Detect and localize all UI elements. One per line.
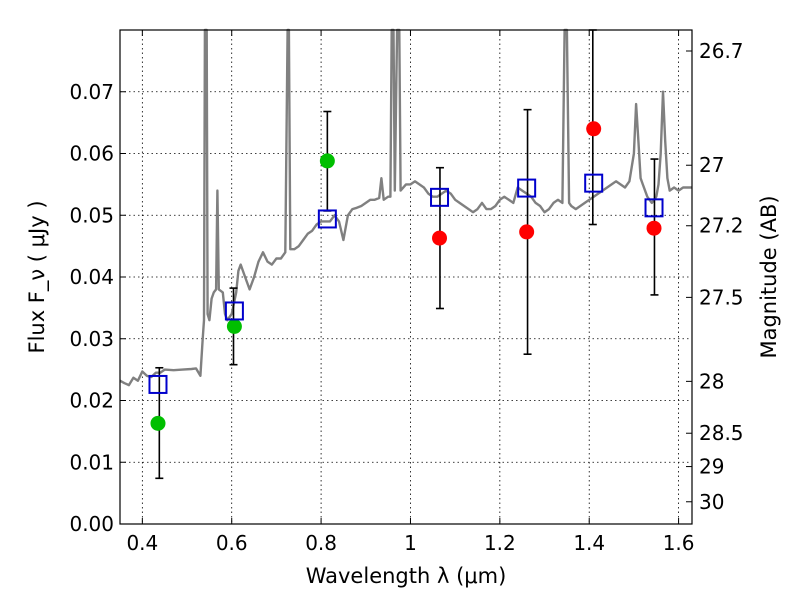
model-square-marker [517, 178, 537, 198]
x-tick-label: 1.2 [484, 531, 516, 555]
data-point-marker [150, 415, 166, 431]
model-square-marker [224, 301, 244, 321]
data-point-marker [319, 153, 335, 169]
y-axis-label-right: Magnitude (AB) [757, 195, 781, 358]
model-square-marker [644, 198, 664, 218]
model-square-marker [584, 173, 604, 193]
x-tick-label: 1.4 [573, 531, 605, 555]
right-tick-label: 28 [699, 369, 724, 393]
data-point-marker [432, 230, 448, 246]
right-tick-label: 27.2 [699, 214, 744, 238]
data-point-marker [519, 224, 535, 240]
right-tick-label: 27 [699, 153, 724, 177]
right-tick-label: 28.5 [699, 421, 744, 445]
marker-series [148, 121, 664, 431]
y-tick-label: 0.05 [69, 203, 114, 227]
x-tick-label: 1 [404, 531, 417, 555]
ticks: 0.4 0.6 0.8 1 1.2 1.4 1.6 0.00 0.01 0.02 0.03 0.04 0… [69, 30, 744, 555]
x-tick-label: 0.8 [305, 531, 337, 555]
x-axis-label: Wavelength λ (μm) [306, 564, 507, 588]
model-square-marker [148, 374, 168, 394]
y-tick-label: 0.07 [69, 80, 114, 104]
x-tick-label: 0.6 [216, 531, 248, 555]
model-square-marker [430, 187, 450, 207]
right-tick-label: 30 [699, 490, 724, 514]
x-tick-label: 1.6 [663, 531, 695, 555]
y-axis-label: Flux F_ν ( μJy ) [25, 200, 50, 353]
data-point-marker [226, 318, 242, 334]
y-tick-label: 0.03 [69, 327, 114, 351]
data-point-marker [646, 220, 662, 236]
y-tick-label: 0.00 [69, 512, 114, 536]
y-tick-label: 0.04 [69, 265, 114, 289]
right-tick-label: 29 [699, 455, 724, 479]
right-tick-label: 27.5 [699, 285, 744, 309]
y-tick-label: 0.01 [69, 450, 114, 474]
y-tick-label: 0.06 [69, 142, 114, 166]
model-square-marker [317, 209, 337, 229]
y-tick-label: 0.02 [69, 389, 114, 413]
data-point-marker [586, 121, 602, 137]
right-tick-label: 26.7 [699, 39, 744, 63]
x-tick-label: 0.4 [126, 531, 158, 555]
